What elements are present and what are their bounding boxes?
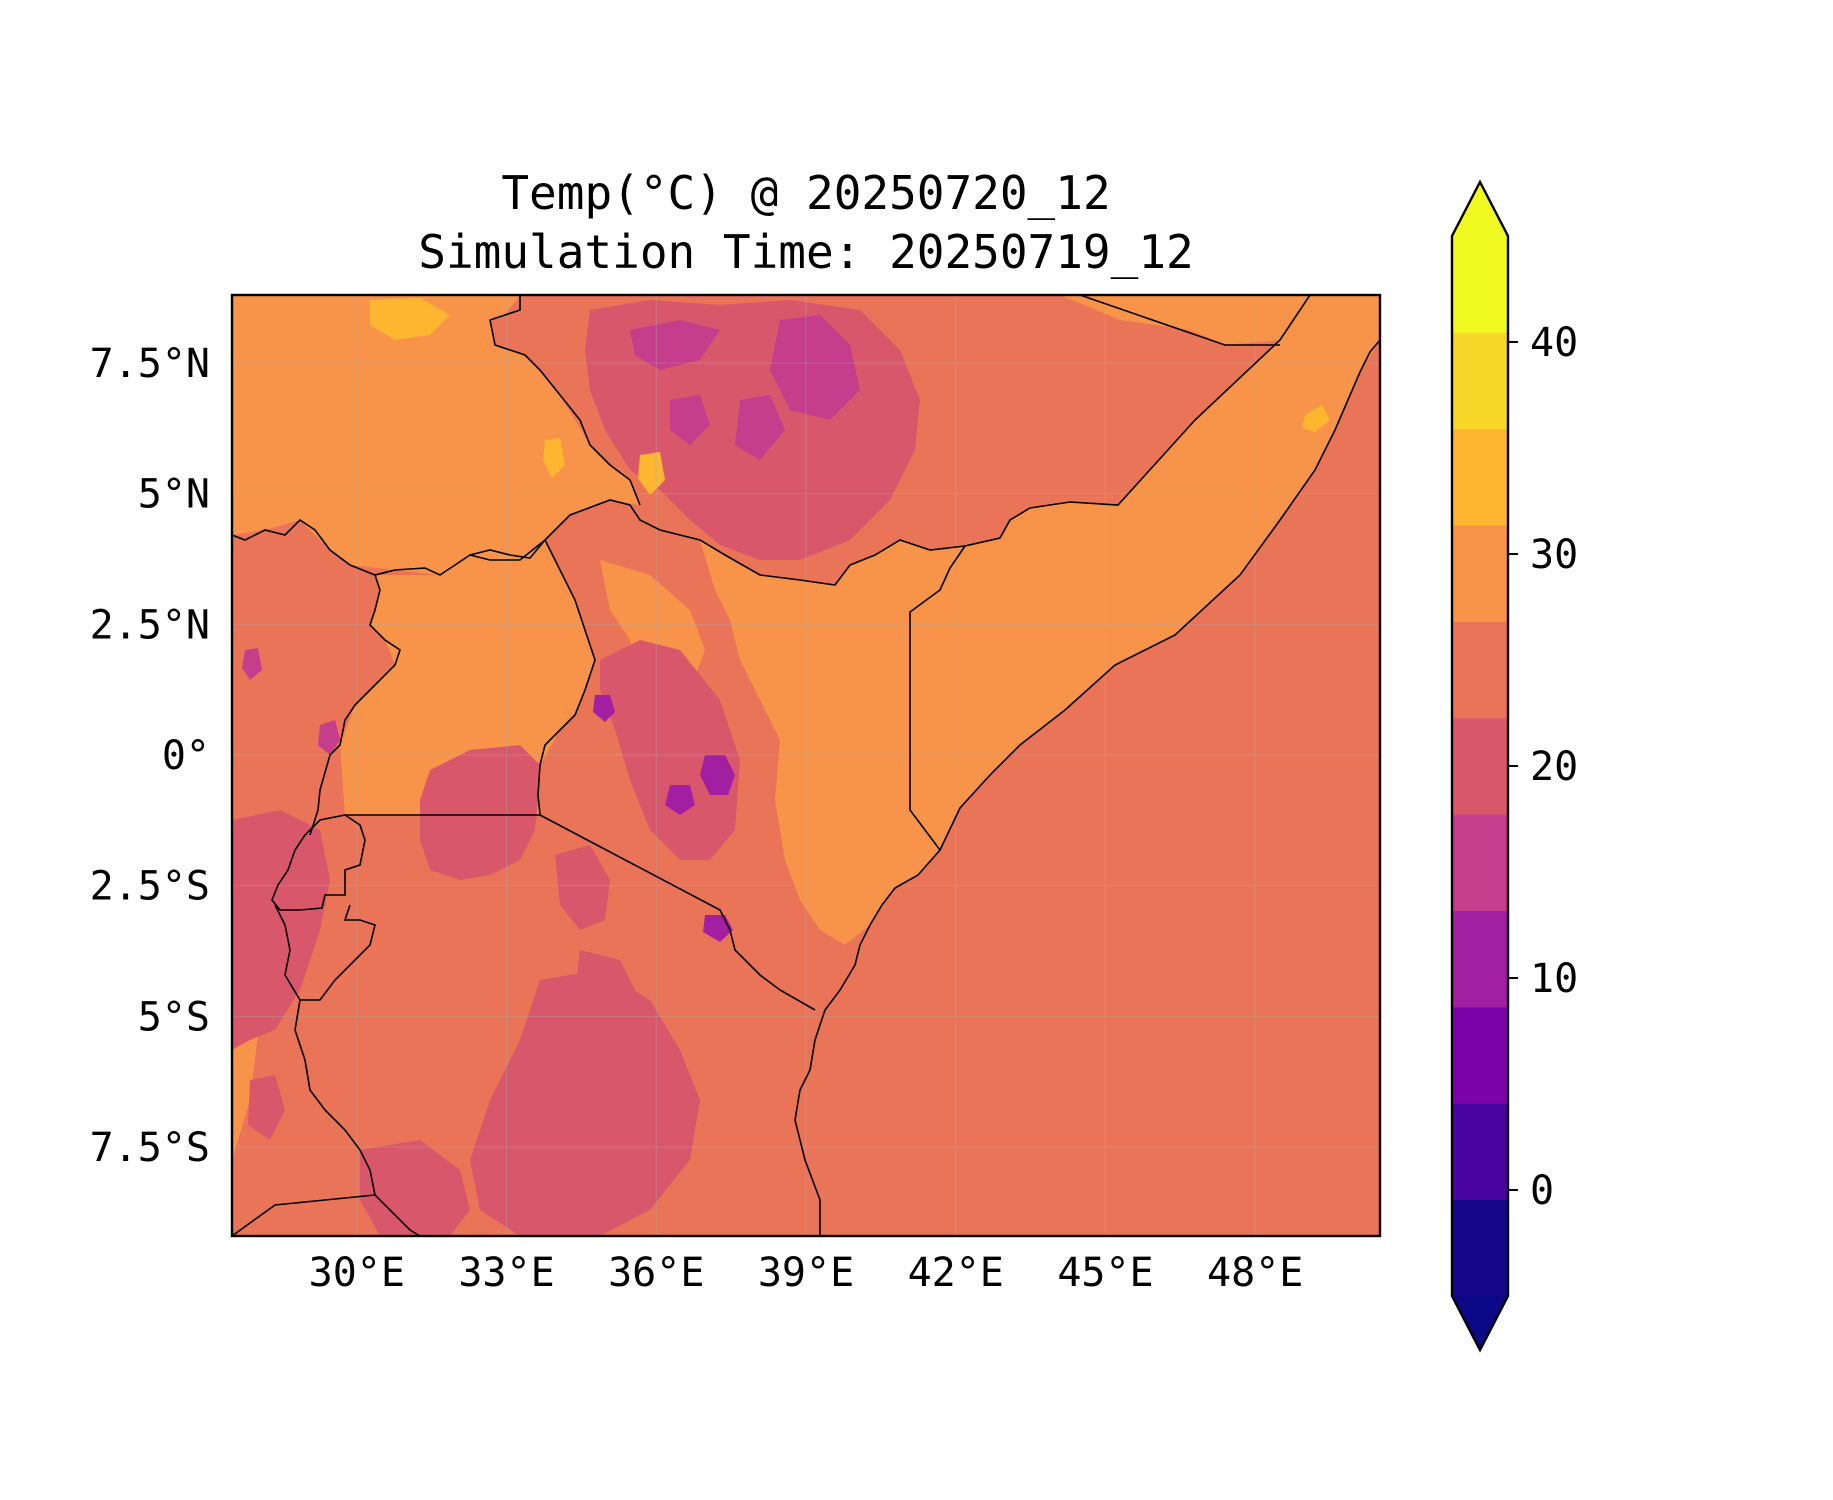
region-kenyan-highlands-1 [555,845,610,930]
rwanda-burundi-border [271,814,376,1001]
region-hot-spots-3 [1302,405,1330,432]
country-borders [232,295,1380,1236]
uganda-north-border [232,518,546,576]
x-tick-label: 48°E [1207,1250,1303,1296]
colorbar-extend-under [1452,1296,1508,1350]
colorbar-tick-label: 20 [1530,744,1578,790]
region-kenyan-highlands [600,640,740,860]
x-tick-label: 39°E [758,1250,854,1296]
temperature-field [232,295,1380,1236]
ethiopia-sudan-border [1079,295,1280,346]
tanzania-west-border [294,999,421,1236]
y-tick-label: 7.5°S [90,1125,210,1171]
axes: 30°E 33°E 36°E 39°E 42°E 45°E 48°E 7.5°N 5°N 2.5°… [90,341,1304,1296]
x-tick-label: 30°E [309,1250,405,1296]
south-sudan-border [489,295,641,506]
y-tick-label: 5°N [138,472,210,518]
somalia-ethiopia-border [909,295,1311,851]
region-mt-kenya-2 [593,695,615,722]
malawi-zambia-border [232,1194,376,1236]
colorbar-band [1452,814,1508,912]
region-sudan-lowlands [232,295,640,575]
x-tick-label: 36°E [608,1250,704,1296]
colorbar: 0 10 20 30 40 [1450,179,1578,1353]
x-tick-label: 45°E [1057,1250,1153,1296]
y-tick-label: 2.5°N [90,602,210,648]
chart-subtitle: Simulation Time: 20250719_12 [418,225,1194,279]
colorbar-extend-over [1452,182,1508,236]
y-tick-label: 2.5°S [90,864,210,910]
map-area [232,295,1380,1236]
colorbar-band [1452,1199,1508,1297]
region-rwenzori-1 [242,648,262,680]
y-tick-label: 5°S [138,994,210,1040]
y-tick-label: 7.5°N [90,341,210,387]
region-rwanda-burundi-highlands [232,810,330,1050]
region-hot-spots-2 [543,438,565,478]
colorbar-tick-label: 0 [1530,1168,1554,1214]
x-tick-label: 42°E [908,1250,1004,1296]
kenya-tanzania-border [539,814,816,1011]
coastline [794,339,1380,1236]
region-southern-highlands-1 [248,1075,285,1140]
gridlines [232,295,1380,1236]
chart-title: Temp(°C) @ 20250720_12 [501,166,1111,220]
region-kenya-lowlands [700,540,965,945]
region-somalia-lowlands-1 [1060,295,1310,345]
colorbar-outline [1450,179,1510,1353]
colorbar-band [1452,525,1508,622]
colorbar-band [1452,910,1508,1008]
region-uganda-plateau [340,540,595,815]
region-hot-spots-1 [638,452,665,495]
region-ethiopian-peaks-2 [735,395,785,460]
region-ethiopian-peaks-1 [770,315,860,420]
uganda-drc-border [309,574,401,836]
colorbar-band [1452,236,1508,333]
region-lake-victoria [420,745,540,880]
colorbar-band [1452,332,1508,430]
colorbar-band [1452,428,1508,526]
region-southern-highlands [570,1150,640,1215]
region-mt-kenya-1 [665,785,695,815]
region-rwenzori [318,720,340,755]
colorbar-band [1452,1103,1508,1201]
colorbar-tick-label: 10 [1530,956,1578,1002]
colorbar-tick-label: 30 [1530,532,1578,578]
y-tick-label: 0° [162,733,210,779]
colorbar-band [1452,1006,1508,1104]
region-mt-kenya [700,755,735,795]
x-tick-label: 33°E [458,1250,554,1296]
region-somalia-lowlands [910,295,1380,850]
uganda-kenya-border [537,539,596,816]
colorbar-band [1452,621,1508,719]
region-tanzania-highlands [470,970,700,1236]
region-ethiopian-peaks-3 [670,395,710,445]
map-frame [230,293,1382,1238]
region-hot-spots [370,298,450,340]
colorbar-tick-label: 40 [1530,320,1578,366]
region-ethiopian-peaks [630,320,720,370]
region-tanzania-highlands-1 [360,1140,470,1236]
colorbar-band [1452,717,1508,815]
